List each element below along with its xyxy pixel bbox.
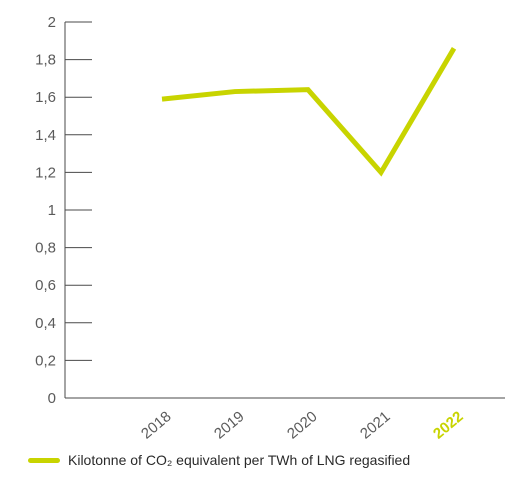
y-tick-label: 2 [48, 14, 56, 31]
y-tick-label: 1,4 [35, 127, 56, 144]
legend-swatch [28, 457, 60, 463]
y-tick-label: 1,8 [35, 52, 56, 69]
y-tick-label: 0 [48, 390, 56, 407]
x-tick-label: 2022 [430, 408, 466, 442]
x-axis: 2018 2019 2020 2021 2022 [65, 397, 505, 443]
series-group [161, 47, 457, 177]
y-tick-label: 0,2 [35, 352, 56, 369]
x-tick-label: 2021 [357, 408, 393, 442]
y-tick-label: 0,8 [35, 240, 56, 257]
y-tick-label: 0,6 [35, 277, 56, 294]
legend: Kilotonne of CO₂ equivalent per TWh of L… [28, 451, 410, 469]
x-tick-label: 2020 [284, 408, 320, 442]
series-line [161, 47, 457, 177]
y-tick-label: 1 [48, 202, 56, 219]
y-tick-label: 0,4 [35, 315, 56, 332]
y-tick-label: 1,6 [35, 89, 56, 106]
y-axis: 0 0,2 0,4 0,6 0,8 1 1,2 1,4 1,6 1,8 2 [35, 14, 92, 407]
legend-label: Kilotonne of CO₂ equivalent per TWh of L… [68, 452, 411, 468]
y-tick-label: 1,2 [35, 164, 56, 181]
x-tick-label: 2019 [211, 408, 247, 442]
x-tick-label: 2018 [138, 408, 174, 442]
